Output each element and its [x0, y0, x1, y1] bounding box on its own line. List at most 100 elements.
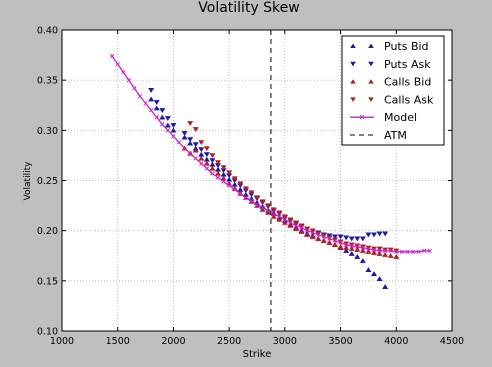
calls-bid-point: [209, 165, 216, 171]
legend-box: [341, 35, 445, 146]
puts-ask-point: [148, 88, 155, 93]
puts-bid-point: [215, 166, 221, 172]
calls-ask-point: [309, 228, 316, 234]
puts-bid-point: [376, 276, 383, 281]
model-point: [304, 228, 310, 233]
model-point: [338, 240, 343, 245]
legend-marker-calls-bid: [350, 79, 356, 84]
model-point: [388, 248, 393, 253]
model-point: [232, 187, 237, 192]
x-tick-label: 4000: [384, 336, 408, 347]
calls-ask-point: [192, 127, 199, 133]
puts-bid-point: [170, 127, 177, 133]
calls-ask-point: [226, 170, 233, 176]
legend-marker-model: [359, 114, 365, 120]
puts-bid-point: [343, 248, 350, 253]
calls-bid-point: [192, 147, 199, 153]
model-point: [176, 140, 182, 145]
model-point: [271, 211, 276, 216]
model-point: [349, 243, 354, 248]
calls-ask-point: [259, 199, 266, 205]
legend-marker-puts-ask: [350, 61, 356, 67]
calls-bid-point: [382, 252, 389, 257]
x-tick-label: 4500: [440, 336, 464, 347]
calls-bid-point: [371, 250, 377, 255]
puts-ask-point: [187, 137, 194, 143]
calls-ask-point: [304, 226, 311, 232]
calls-bid-point: [304, 231, 311, 237]
calls-bid-point: [198, 155, 205, 161]
model-point: [160, 122, 165, 127]
puts-bid-point: [164, 122, 171, 128]
calls-bid-point: [309, 233, 316, 239]
puts-bid-point: [359, 258, 366, 263]
x-tick-label: 3000: [273, 336, 297, 347]
model-point: [366, 246, 371, 251]
x-tick-label: 1500: [106, 336, 130, 347]
legend-marker-puts-bid: [368, 43, 374, 49]
legend-marker-puts-bid: [350, 43, 356, 49]
model-point: [182, 146, 187, 151]
puts-bid-point: [365, 267, 372, 272]
calls-ask-point: [281, 214, 288, 220]
puts-bid-point: [354, 254, 361, 259]
calls-ask-point: [215, 160, 221, 166]
model-point: [187, 151, 193, 156]
model-point: [254, 202, 260, 207]
calls-bid-point: [365, 249, 372, 254]
calls-ask-point: [287, 217, 294, 223]
model-point: [121, 69, 126, 75]
puts-ask-point: [170, 123, 177, 129]
x-tick-label: 2000: [161, 336, 185, 347]
model-point: [265, 208, 271, 213]
y-tick-label: 0.40: [37, 26, 58, 37]
puts-ask-point: [376, 231, 383, 237]
calls-ask-point: [231, 176, 238, 182]
calls-bid-point: [281, 219, 288, 225]
puts-bid-point: [198, 151, 205, 157]
x-tick-label: 2500: [217, 336, 241, 347]
model-point: [293, 223, 299, 228]
model-point: [243, 195, 249, 200]
model-point: [316, 232, 321, 237]
y-axis-label: Volatility: [23, 161, 33, 201]
puts-ask-point: [159, 108, 166, 113]
model-point: [421, 248, 427, 253]
model-point: [238, 191, 243, 196]
calls-ask-point: [298, 223, 305, 229]
legend-label-calls-bid: Calls Bid: [384, 76, 431, 89]
model-point: [154, 115, 159, 120]
calls-bid-point: [259, 206, 266, 212]
calls-ask-point: [376, 246, 383, 252]
legend-label-atm: ATM: [384, 129, 407, 142]
calls-bid-point: [326, 240, 333, 245]
y-tick-label: 0.35: [37, 76, 58, 87]
puts-ask-point: [354, 236, 361, 242]
puts-bid-point: [209, 161, 216, 167]
model-point: [427, 248, 432, 253]
y-tick-label: 0.10: [37, 327, 58, 338]
puts-bid-point: [259, 203, 266, 209]
puts-ask-point: [365, 232, 372, 238]
puts-ask-point: [192, 142, 199, 148]
model-point: [382, 248, 388, 253]
calls-ask-point: [293, 220, 299, 226]
x-tick-label: 3500: [328, 336, 352, 347]
calls-bid-point: [287, 222, 294, 228]
model-point: [405, 249, 410, 254]
calls-bid-point: [276, 216, 283, 222]
model-point: [394, 249, 399, 254]
model-point: [332, 238, 338, 243]
legend-marker-calls-ask: [368, 97, 374, 102]
legend-marker-calls-ask: [350, 97, 356, 102]
axis-ticks: 1000 1500 2000 2500 3000 3500 4000 4500 0.10 0.15…: [37, 26, 464, 348]
puts-bid-point: [348, 251, 355, 256]
model-point: [277, 214, 282, 219]
model-point: [204, 166, 210, 171]
puts-ask-point: [181, 131, 188, 137]
puts-bid-point: [181, 134, 188, 140]
puts-bid-point: [371, 271, 377, 276]
calls-bid-point: [359, 248, 366, 253]
model-point: [109, 53, 115, 59]
